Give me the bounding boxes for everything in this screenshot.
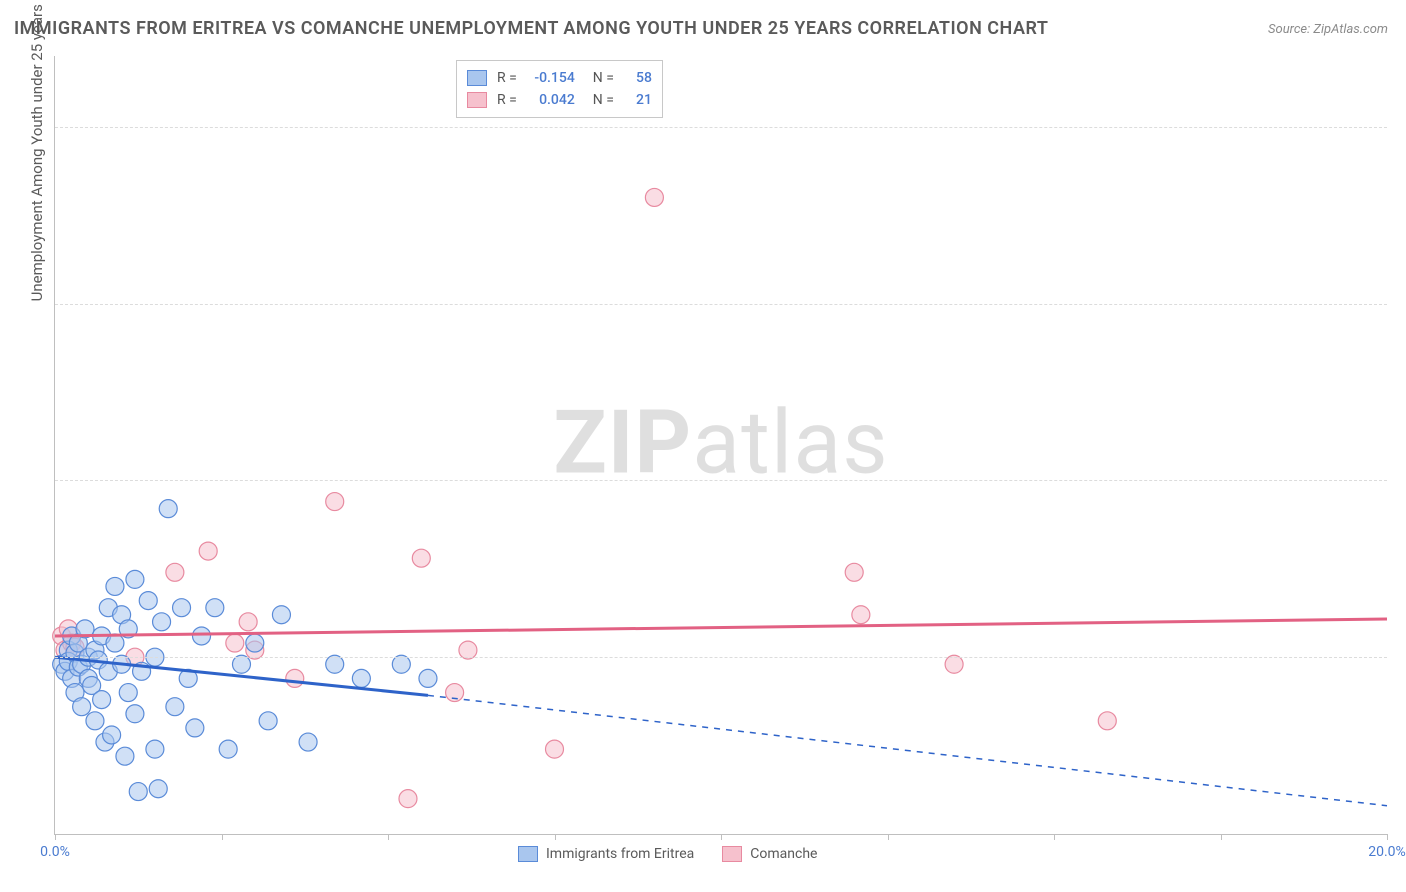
x-tick — [1221, 834, 1222, 840]
chart-svg — [55, 56, 1387, 834]
plot-area: ZIPatlas 12.5%25.0%37.5%50.0%0.0%20.0% — [54, 56, 1387, 835]
scatter-point-eritrea — [116, 747, 134, 765]
scatter-point-comanche — [645, 188, 663, 206]
scatter-point-comanche — [226, 634, 244, 652]
legend-swatch — [518, 846, 538, 862]
legend-series-label: Comanche — [750, 846, 817, 862]
legend-top-row: R = 0.042 N = 21 — [467, 89, 652, 111]
legend-r-value: -0.154 — [527, 70, 575, 86]
scatter-point-eritrea — [126, 570, 144, 588]
y-tick-label: 50.0% — [1389, 119, 1406, 135]
scatter-point-comanche — [326, 493, 344, 511]
scatter-point-eritrea — [106, 577, 124, 595]
legend-bottom: Immigrants from Eritrea Comanche — [518, 846, 817, 862]
legend-bottom-item: Immigrants from Eritrea — [518, 846, 694, 862]
scatter-point-eritrea — [146, 740, 164, 758]
legend-n-value: 58 — [624, 70, 652, 86]
gridline — [55, 304, 1387, 305]
scatter-point-comanche — [399, 790, 417, 808]
legend-swatch — [467, 70, 487, 86]
legend-r-label: R = — [497, 70, 517, 86]
scatter-point-eritrea — [86, 712, 104, 730]
scatter-point-comanche — [546, 740, 564, 758]
scatter-point-eritrea — [73, 698, 91, 716]
scatter-point-comanche — [1098, 712, 1116, 730]
scatter-point-eritrea — [299, 733, 317, 751]
scatter-point-eritrea — [259, 712, 277, 730]
scatter-point-comanche — [239, 613, 257, 631]
legend-n-value: 21 — [624, 92, 652, 108]
x-tick — [721, 834, 722, 840]
scatter-point-eritrea — [119, 684, 137, 702]
scatter-point-eritrea — [139, 592, 157, 610]
scatter-point-eritrea — [93, 691, 111, 709]
gridline — [55, 657, 1387, 658]
scatter-point-eritrea — [186, 719, 204, 737]
scatter-point-eritrea — [159, 500, 177, 518]
x-tick — [388, 834, 389, 840]
y-tick-label: 37.5% — [1389, 296, 1406, 312]
scatter-point-comanche — [286, 669, 304, 687]
legend-series-label: Immigrants from Eritrea — [546, 846, 694, 862]
gridline — [55, 480, 1387, 481]
legend-swatch — [467, 92, 487, 108]
scatter-point-eritrea — [352, 669, 370, 687]
scatter-point-eritrea — [103, 726, 121, 744]
source-attribution: Source: ZipAtlas.com — [1268, 22, 1388, 37]
x-tick — [222, 834, 223, 840]
x-tick — [55, 834, 56, 840]
scatter-point-eritrea — [153, 613, 171, 631]
y-tick-label: 12.5% — [1389, 649, 1406, 665]
legend-r-value: 0.042 — [527, 92, 575, 108]
scatter-point-eritrea — [173, 599, 191, 617]
scatter-point-eritrea — [219, 740, 237, 758]
scatter-point-comanche — [412, 549, 430, 567]
y-tick-label: 25.0% — [1389, 472, 1406, 488]
x-tick — [1387, 834, 1388, 840]
legend-n-label: N = — [593, 92, 614, 108]
legend-r-label: R = — [497, 92, 517, 108]
scatter-point-comanche — [845, 563, 863, 581]
scatter-point-eritrea — [246, 634, 264, 652]
scatter-point-eritrea — [272, 606, 290, 624]
scatter-point-comanche — [166, 563, 184, 581]
x-tick-label: 20.0% — [1368, 844, 1406, 860]
legend-swatch — [722, 846, 742, 862]
scatter-point-eritrea — [166, 698, 184, 716]
scatter-point-eritrea — [419, 669, 437, 687]
scatter-point-eritrea — [193, 627, 211, 645]
legend-n-label: N = — [593, 70, 614, 86]
x-tick — [1054, 834, 1055, 840]
legend-top-row: R = -0.154 N = 58 — [467, 67, 652, 89]
x-tick — [888, 834, 889, 840]
scatter-point-eritrea — [129, 783, 147, 801]
regression-line-eritrea-dashed — [428, 695, 1387, 805]
scatter-point-comanche — [852, 606, 870, 624]
scatter-point-eritrea — [126, 705, 144, 723]
scatter-point-eritrea — [149, 780, 167, 798]
x-tick-label: 0.0% — [40, 844, 70, 860]
x-tick — [555, 834, 556, 840]
scatter-point-comanche — [199, 542, 217, 560]
gridline — [55, 127, 1387, 128]
y-axis-label: Unemployment Among Youth under 25 years — [28, 4, 46, 301]
legend-top: R = -0.154 N = 58 R = 0.042 N = 21 — [456, 60, 663, 118]
scatter-point-eritrea — [206, 599, 224, 617]
chart-title: IMMIGRANTS FROM ERITREA VS COMANCHE UNEM… — [14, 18, 1048, 39]
legend-bottom-item: Comanche — [722, 846, 817, 862]
